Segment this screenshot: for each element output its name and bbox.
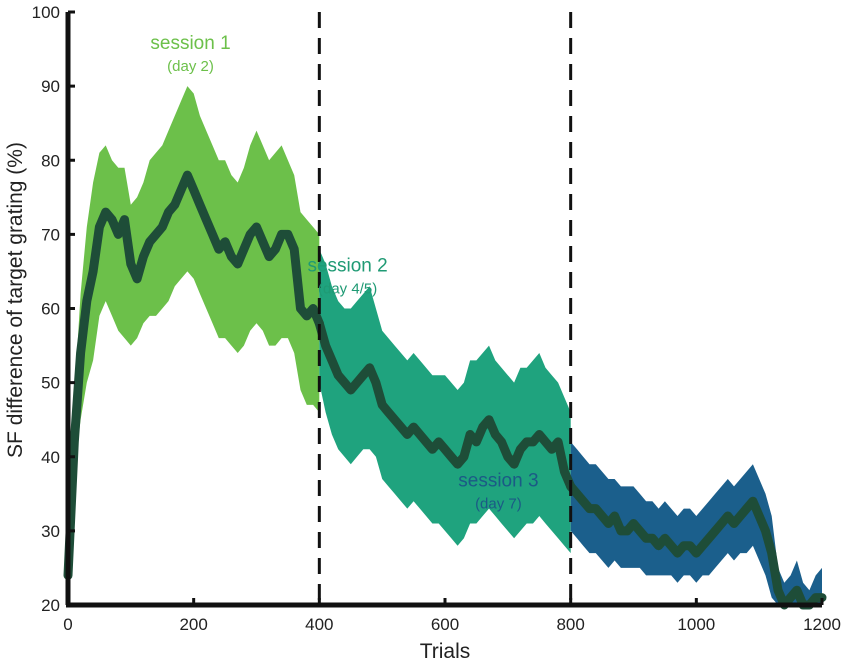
y-tick-label: 70 [41, 225, 60, 244]
x-tick-label: 1000 [677, 615, 715, 634]
y-tick-label: 50 [41, 374, 60, 393]
mean-lines [63, 170, 827, 610]
x-tick-label: 0 [63, 615, 72, 634]
session-1-sublabel: (day 2) [167, 58, 214, 75]
confidence-bands [68, 86, 822, 605]
x-tick-label: 200 [179, 615, 207, 634]
axes [65, 10, 824, 608]
band-session-3 [570, 441, 822, 605]
x-axis-label: Trials [420, 640, 471, 663]
session-1-label: session 1 [150, 33, 230, 54]
y-tick-label: 90 [41, 77, 60, 96]
session-2-sublabel: (day 4/5) [318, 280, 377, 297]
y-tick-label: 100 [32, 3, 60, 22]
x-tick-label: 800 [556, 615, 584, 634]
y-axis-label: SF difference of target grating (%) [4, 142, 27, 458]
tick-labels: 0 200 400 600 800 1000 1200 20 30 40 50 60 70 80 90 100 [32, 3, 841, 634]
x-tick-label: 600 [431, 615, 459, 634]
session-3-label: session 3 [458, 470, 538, 491]
x-tick-label: 400 [305, 615, 333, 634]
y-tick-label: 30 [41, 522, 60, 541]
session-2-label: session 2 [307, 255, 387, 276]
x-tick-label: 1200 [803, 615, 841, 634]
band-session-2 [319, 249, 571, 554]
band-session-1 [68, 86, 320, 576]
mean-line-session-3 [566, 481, 827, 610]
y-tick-label: 80 [41, 151, 60, 170]
session-dividers [317, 12, 573, 605]
y-tick-label: 40 [41, 448, 60, 467]
mean-line-session-1 [63, 170, 324, 580]
session-3-sublabel: (day 7) [475, 495, 522, 512]
y-tick-label: 60 [41, 300, 60, 319]
y-tick-label: 20 [41, 596, 60, 615]
session-labels: session 1 (day 2) session 2 (day 4/5) sessio… [150, 33, 538, 512]
mean-line-session-2 [314, 318, 576, 491]
